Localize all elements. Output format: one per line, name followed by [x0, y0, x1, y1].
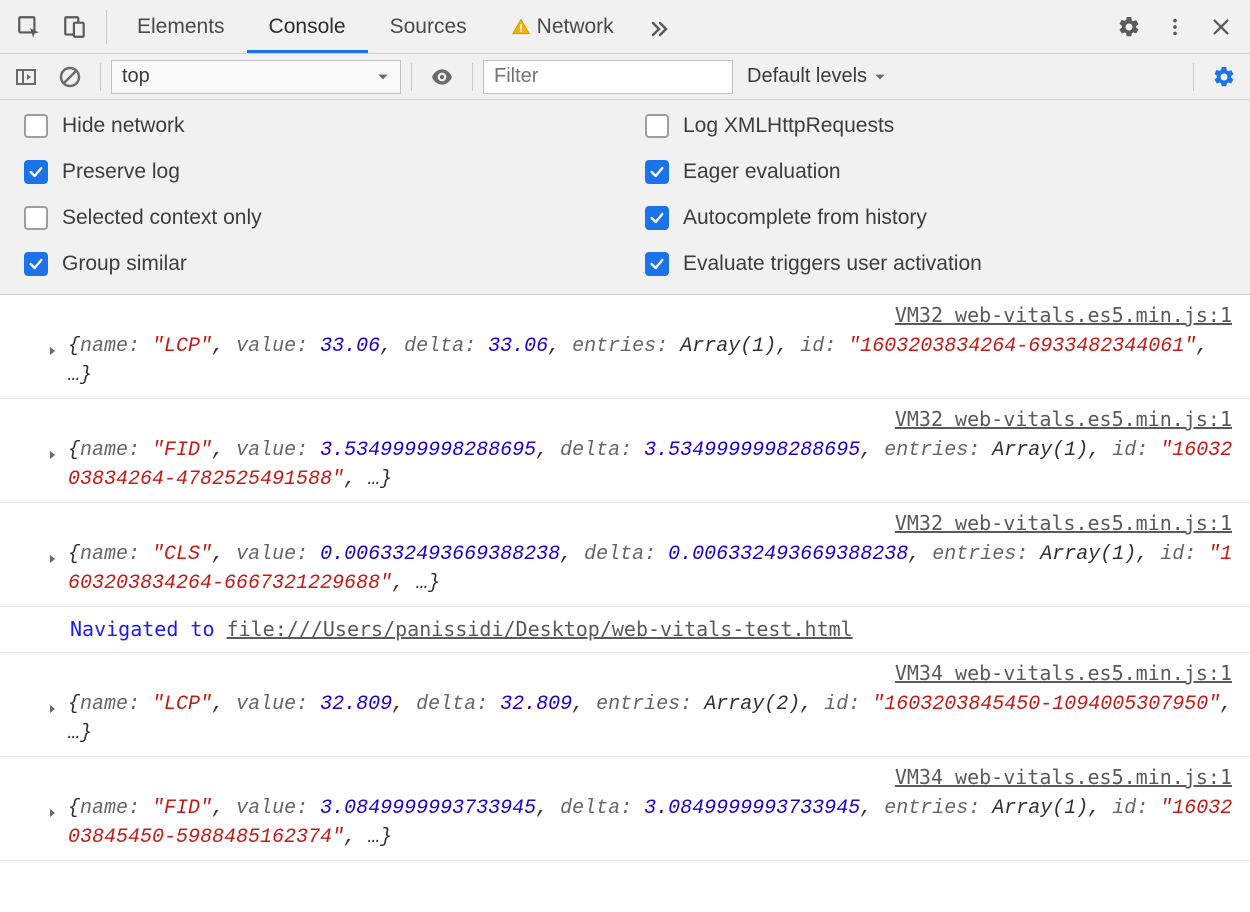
inspect-element-icon[interactable]	[6, 0, 52, 54]
console-settings-gear-icon[interactable]	[1204, 54, 1244, 100]
log-levels-select[interactable]: Default levels	[737, 65, 897, 88]
log-value: "FID"	[152, 797, 212, 820]
checkbox[interactable]	[24, 206, 48, 230]
setting-selected-context-only[interactable]: Selected context only	[24, 206, 605, 230]
console-log-row: VM34 web-vitals.es5.min.js:1{name: "LCP"…	[0, 653, 1250, 757]
chevron-down-icon	[873, 70, 887, 84]
log-source-link[interactable]: VM32 web-vitals.es5.min.js:1	[30, 405, 1242, 434]
log-value: "1603203834264-6933482344061"	[848, 335, 1196, 358]
expand-caret-icon[interactable]	[46, 800, 58, 829]
setting-label: Selected context only	[62, 206, 262, 230]
devtools-tabbar: Elements Console Sources Network	[0, 0, 1250, 54]
divider	[106, 10, 107, 44]
chevron-down-icon	[376, 70, 390, 84]
log-value: 32.809	[320, 693, 392, 716]
tab-sources[interactable]: Sources	[368, 0, 489, 53]
checkbox[interactable]	[645, 114, 669, 138]
log-object[interactable]: {name: "FID", value: 3.5349999998288695,…	[30, 436, 1242, 494]
log-value: Array(1)	[992, 797, 1088, 820]
warning-icon	[511, 17, 531, 37]
expand-caret-icon[interactable]	[46, 442, 58, 471]
navigation-message: Navigated to file:///Users/panissidi/Des…	[0, 607, 1250, 653]
log-value: "FID"	[152, 439, 212, 462]
divider	[411, 63, 412, 91]
log-source-link[interactable]: VM34 web-vitals.es5.min.js:1	[30, 659, 1242, 688]
setting-hide-network[interactable]: Hide network	[24, 114, 605, 138]
log-source-link[interactable]: VM32 web-vitals.es5.min.js:1	[30, 509, 1242, 538]
log-object[interactable]: {name: "FID", value: 3.0849999993733945,…	[30, 794, 1242, 852]
setting-group-similar[interactable]: Group similar	[24, 252, 605, 276]
log-object[interactable]: {name: "LCP", value: 33.06, delta: 33.06…	[30, 332, 1242, 390]
setting-label: Log XMLHttpRequests	[683, 114, 894, 138]
checkbox[interactable]	[645, 252, 669, 276]
log-source-link[interactable]: VM32 web-vitals.es5.min.js:1	[30, 301, 1242, 330]
kebab-menu-icon[interactable]	[1152, 0, 1198, 54]
setting-label: Eager evaluation	[683, 160, 841, 184]
log-value: 33.06	[320, 335, 380, 358]
setting-log-xmlhttprequests[interactable]: Log XMLHttpRequests	[645, 114, 1226, 138]
settings-gear-icon[interactable]	[1106, 0, 1152, 54]
console-log-row: VM32 web-vitals.es5.min.js:1{name: "CLS"…	[0, 503, 1250, 607]
setting-eager-evaluation[interactable]: Eager evaluation	[645, 160, 1226, 184]
divider	[472, 63, 473, 91]
log-value: 33.06	[488, 335, 548, 358]
log-value: "CLS"	[152, 543, 212, 566]
setting-label: Preserve log	[62, 160, 180, 184]
tab-elements[interactable]: Elements	[115, 0, 247, 53]
execution-context-select[interactable]: top	[111, 60, 401, 94]
tab-network[interactable]: Network	[489, 0, 636, 53]
log-value: 3.0849999993733945	[644, 797, 860, 820]
log-value: "LCP"	[152, 693, 212, 716]
log-value: 3.0849999993733945	[320, 797, 536, 820]
log-value: 32.809	[500, 693, 572, 716]
log-value: Array(1)	[992, 439, 1088, 462]
checkbox[interactable]	[645, 206, 669, 230]
close-devtools-icon[interactable]	[1198, 0, 1244, 54]
console-toolbar: top Default levels	[0, 54, 1250, 100]
setting-label: Group similar	[62, 252, 187, 276]
nav-label: Navigated to	[70, 617, 227, 641]
log-value: Array(1)	[680, 335, 776, 358]
setting-label: Autocomplete from history	[683, 206, 927, 230]
checkbox[interactable]	[24, 160, 48, 184]
clear-console-icon[interactable]	[50, 54, 90, 100]
filter-input[interactable]	[483, 60, 733, 94]
setting-autocomplete-from-history[interactable]: Autocomplete from history	[645, 206, 1226, 230]
more-tabs-icon[interactable]	[636, 0, 682, 54]
log-object[interactable]: {name: "LCP", value: 32.809, delta: 32.8…	[30, 690, 1242, 748]
log-value: "LCP"	[152, 335, 212, 358]
log-value: 3.5349999998288695	[644, 439, 860, 462]
divider	[100, 63, 101, 91]
log-value: Array(1)	[1040, 543, 1136, 566]
setting-preserve-log[interactable]: Preserve log	[24, 160, 605, 184]
tab-console[interactable]: Console	[247, 0, 368, 53]
divider	[1193, 63, 1194, 91]
log-value: Array(2)	[704, 693, 800, 716]
expand-caret-icon[interactable]	[46, 338, 58, 367]
device-toolbar-icon[interactable]	[52, 0, 98, 54]
console-log-row: VM32 web-vitals.es5.min.js:1{name: "FID"…	[0, 399, 1250, 503]
setting-evaluate-triggers-user-activation[interactable]: Evaluate triggers user activation	[645, 252, 1226, 276]
nav-url[interactable]: file:///Users/panissidi/Desktop/web-vita…	[227, 617, 853, 641]
log-value: 0.006332493669388238	[668, 543, 908, 566]
expand-caret-icon[interactable]	[46, 546, 58, 575]
console-output: VM32 web-vitals.es5.min.js:1{name: "LCP"…	[0, 295, 1250, 861]
log-value: 3.5349999998288695	[320, 439, 536, 462]
log-value: "1603203845450-1094005307950"	[872, 693, 1220, 716]
console-settings-panel: Hide network Log XMLHttpRequests Preserve …	[0, 100, 1250, 295]
checkbox[interactable]	[24, 252, 48, 276]
checkbox[interactable]	[645, 160, 669, 184]
log-value: 0.006332493669388238	[320, 543, 560, 566]
expand-caret-icon[interactable]	[46, 696, 58, 725]
console-log-row: VM32 web-vitals.es5.min.js:1{name: "LCP"…	[0, 295, 1250, 399]
setting-label: Evaluate triggers user activation	[683, 252, 982, 276]
log-source-link[interactable]: VM34 web-vitals.es5.min.js:1	[30, 763, 1242, 792]
console-log-row: VM34 web-vitals.es5.min.js:1{name: "FID"…	[0, 757, 1250, 861]
setting-label: Hide network	[62, 114, 185, 138]
checkbox[interactable]	[24, 114, 48, 138]
log-object[interactable]: {name: "CLS", value: 0.00633249366938823…	[30, 540, 1242, 598]
live-expression-icon[interactable]	[422, 54, 462, 100]
toggle-sidebar-icon[interactable]	[6, 54, 46, 100]
